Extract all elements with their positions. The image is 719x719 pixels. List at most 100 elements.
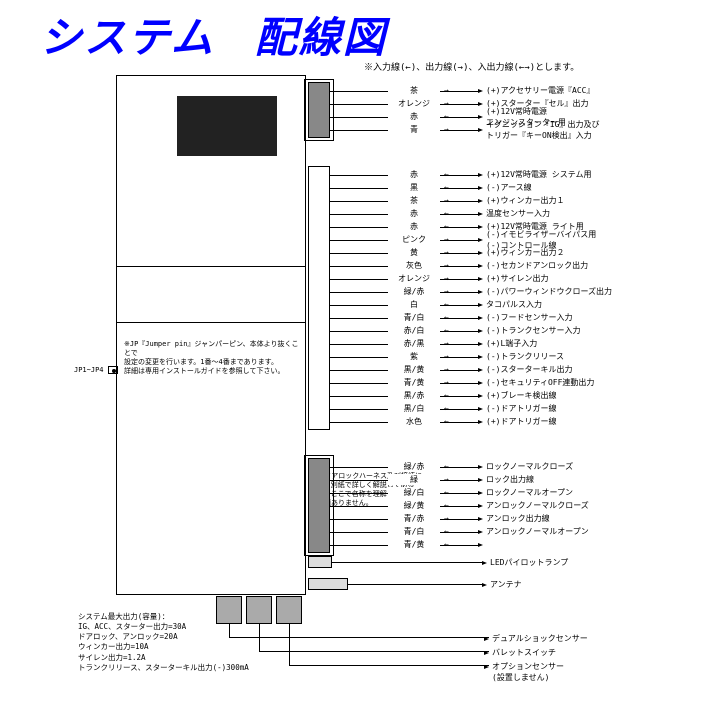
wire-color-label: 水色 xyxy=(388,416,440,427)
legend-text: ※入力線(←)、出力線(→)、入出力線(←→)とします。 xyxy=(364,60,579,73)
wire-desc: (+)アクセサリー電源『ACC』 xyxy=(486,85,595,96)
bottom-wire-label: デュアルショックセンサー xyxy=(492,633,588,644)
wire-arrow: → xyxy=(444,261,449,270)
wire-arrow: ← xyxy=(444,112,449,121)
wire-row: 黒←(-)アース線 xyxy=(330,181,710,194)
wire-color-label: 赤/白 xyxy=(388,325,440,336)
wire-arrow: ← xyxy=(444,170,449,179)
wire-color-label: オレンジ xyxy=(388,98,440,109)
wire-row: 紫 → (-)トランクリリース xyxy=(330,350,710,363)
wire-row: 赤/黒 → (+)L端子入力 xyxy=(330,337,710,350)
wire-arrow: ← xyxy=(444,462,449,471)
wire-arrow: → xyxy=(444,352,449,361)
wire-row: 青/赤 → アンロック出力線 xyxy=(330,512,710,525)
bottom-connector xyxy=(246,596,272,624)
wire-color-label: 白 xyxy=(388,299,440,310)
wire-arrow: ← xyxy=(444,501,449,510)
wire-arrow: ← xyxy=(444,300,449,309)
wire-color-label: 赤 xyxy=(388,221,440,232)
wire-row: 赤←(+)12V常時電源 システム用 xyxy=(330,168,710,181)
wire-color-label: 青/黄 xyxy=(388,377,440,388)
wire-row: 黒/黄 → (-)スターターキル出力 xyxy=(330,363,710,376)
wire-desc: (-)スターターキル出力 xyxy=(486,364,572,375)
jumper-pin-note: ※JP『Jumper pin』ジャンパーピン、本体より抜くことで設定の変更を行い… xyxy=(124,340,300,376)
wire-desc: (+)ブレーキ検出線 xyxy=(486,390,556,401)
bottom-wire xyxy=(289,624,489,666)
wire-desc: 温度センサー入力 xyxy=(486,208,550,219)
wire-row: 黄→(+)ウィンカー出力２ xyxy=(330,246,710,259)
bottom-wire-label: オプションセンサー(設置しません) xyxy=(492,661,564,683)
wire-arrow: ← xyxy=(444,183,449,192)
wire-desc: ロックノーマルクローズ xyxy=(486,461,573,472)
wire-arrow: → xyxy=(444,365,449,374)
wire-desc: (-)ドアトリガー線 xyxy=(486,403,556,414)
wire-color-label: 灰色 xyxy=(388,260,440,271)
wire-color-label: 緑 xyxy=(388,474,440,485)
wire-row: 青/黄 → (-)セキュリティOFF連動出力 xyxy=(330,376,710,389)
wire-row: 赤←温度センサー入力 xyxy=(330,207,710,220)
wire-arrow: → xyxy=(444,125,449,134)
wire-desc: ロック出力線 xyxy=(486,474,534,485)
wire-arrow: → xyxy=(444,99,449,108)
wire-desc: (+)ドアトリガー線 xyxy=(486,416,556,427)
jumper-pin-icon xyxy=(108,366,118,374)
wire-desc: (-)トランクリリース xyxy=(486,351,564,362)
wire-arrow: → xyxy=(444,339,449,348)
wire-arrow: ← xyxy=(444,527,449,536)
wire-arrow: ← xyxy=(444,326,449,335)
wire-arrow: → xyxy=(444,235,449,244)
wire-row: 青→イグニッション『IG』出力及びトリガー『キーON検出』入力 xyxy=(330,123,710,136)
wire-desc: (-)トランクセンサー入力 xyxy=(486,325,580,336)
wire-arrow: → xyxy=(444,514,449,523)
wire-row: オレンジ→(+)サイレン出力 xyxy=(330,272,710,285)
wire-color-label: 赤 xyxy=(388,208,440,219)
wire-arrow: ← xyxy=(444,540,449,549)
wire-arrow: → xyxy=(444,378,449,387)
wire-color-label: オレンジ xyxy=(388,273,440,284)
wire-color-label: 茶 xyxy=(388,195,440,206)
antenna-wire xyxy=(348,584,482,585)
wire-row: 緑/赤 ← ロックノーマルクローズ xyxy=(330,460,710,473)
wire-color-label: 紫 xyxy=(388,351,440,362)
wire-desc: (+)ウィンカー出力１ xyxy=(486,195,564,206)
wire-color-label: ピンク xyxy=(388,234,440,245)
wire-desc: (+)L端子入力 xyxy=(486,338,537,349)
antenna-connector xyxy=(308,578,348,590)
unit-divider-1 xyxy=(117,266,305,267)
wire-desc: (-)アース線 xyxy=(486,182,532,193)
wire-arrow: ← xyxy=(444,404,449,413)
wire-color-label: 黒/白 xyxy=(388,403,440,414)
wire-row: 白←タコパルス入力 xyxy=(330,298,710,311)
wire-row: 黒/白 ← (-)ドアトリガー線 xyxy=(330,402,710,415)
led-label: LEDパイロットランプ xyxy=(490,557,568,568)
wire-row: 赤/白 ← (-)トランクセンサー入力 xyxy=(330,324,710,337)
lcd-screen xyxy=(177,96,277,156)
bottom-wire-label: バレットスイッチ xyxy=(492,647,556,658)
wire-desc: (-)セキュリティOFF連動出力 xyxy=(486,377,594,388)
wire-arrow: → xyxy=(444,274,449,283)
wire-color-label: 青/白 xyxy=(388,526,440,537)
wire-desc: ロックノーマルオープン xyxy=(486,487,573,498)
wire-desc: (+)ウィンカー出力２ xyxy=(486,247,564,258)
wire-color-label: 青 xyxy=(388,124,440,135)
wire-arrow: → xyxy=(444,287,449,296)
wire-row: 灰色 → (-)セカンドアンロック出力 xyxy=(330,259,710,272)
wire-color-label: 緑/赤 xyxy=(388,461,440,472)
wire-color-label: 黒/黄 xyxy=(388,364,440,375)
wire-arrow: ← xyxy=(444,391,449,400)
wire-arrow: ← xyxy=(444,222,449,231)
wire-desc: アンロック出力線 xyxy=(486,513,550,524)
wire-desc: (-)セカンドアンロック出力 xyxy=(486,260,588,271)
wire-desc: (-)パワーウィンドウクローズ出力 xyxy=(486,286,612,297)
main-unit-box xyxy=(116,75,306,595)
bottom-connector xyxy=(216,596,242,624)
wire-row: 緑/黄←アンロックノーマルクローズ xyxy=(330,499,710,512)
wire-color-label: 青/赤 xyxy=(388,513,440,524)
page-title: システム配線図 xyxy=(40,4,387,65)
wire-color-label: 茶 xyxy=(388,85,440,96)
wire-color-label: 赤/黒 xyxy=(388,338,440,349)
wire-arrow: → xyxy=(444,248,449,257)
wire-row: 水色←(+)ドアトリガー線 xyxy=(330,415,710,428)
wire-arrow: ← xyxy=(444,488,449,497)
wire-arrow: ← xyxy=(444,313,449,322)
